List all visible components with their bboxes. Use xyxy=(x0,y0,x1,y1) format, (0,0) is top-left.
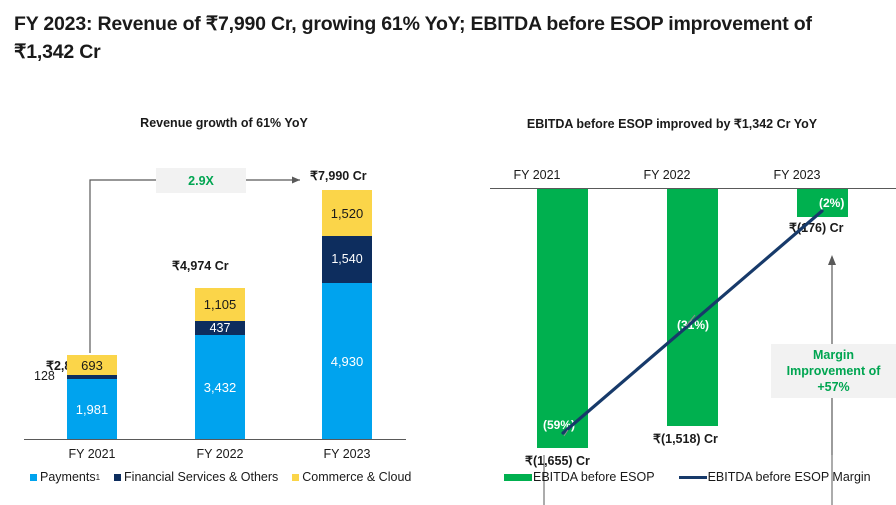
revenue-bar-fy2021-payments: 1,981 xyxy=(67,379,117,439)
revenue-bar-fy2023-financial: 1,540 xyxy=(322,236,372,283)
ebitda-margin-label-fy2021: (59%) xyxy=(543,418,576,432)
revenue-bar-fy2022-commerce: 1,105 xyxy=(195,288,245,321)
ebitda-value-fy2023: ₹(176) Cr xyxy=(789,221,844,235)
ebitda-plot-area: FY 2021 FY 2022 FY 2023 (59%) (31%) (2%)… xyxy=(448,100,896,505)
revenue-bar-fy2021-commerce: 693 xyxy=(67,355,117,375)
revenue-plot-area: 2.9X ₹2,802 Cr ₹4,974 Cr ₹7,990 Cr 128 6… xyxy=(0,100,448,505)
margin-callout-line-3: +57% xyxy=(817,380,850,394)
legend-item-commerce-cloud[interactable]: Commerce & Cloud xyxy=(292,470,411,484)
legend-label-financial-services: Financial Services & Others xyxy=(124,470,279,484)
legend-label-ebitda-before-esop: EBITDA before ESOP xyxy=(533,470,655,484)
revenue-fy2021-financial-outside-label: 128 xyxy=(34,369,55,383)
revenue-bar-fy2023-payments: 4,930 xyxy=(322,283,372,439)
revenue-bar-fy2023-commerce: 1,520 xyxy=(322,190,372,236)
revenue-category-fy2021: FY 2021 xyxy=(68,447,116,461)
revenue-x-axis xyxy=(24,439,406,440)
ebitda-value-fy2021: ₹(1,655) Cr xyxy=(525,454,590,468)
legend-swatch-payments-icon xyxy=(30,473,37,481)
revenue-total-fy2022: ₹4,974 Cr xyxy=(172,259,229,273)
ebitda-chart-heading: EBITDA before ESOP improved by ₹1,342 Cr… xyxy=(526,117,818,131)
legend-swatch-financial-services-icon xyxy=(114,473,122,481)
revenue-bar-fy2022-payments: 3,432 xyxy=(195,335,245,439)
revenue-chart-heading: Revenue growth of 61% YoY xyxy=(140,116,308,130)
ebitda-zero-axis xyxy=(490,188,896,189)
revenue-category-fy2022: FY 2022 xyxy=(196,447,244,461)
ebitda-value-fy2022: ₹(1,518) Cr xyxy=(653,432,718,446)
revenue-category-fy2023: FY 2023 xyxy=(323,447,371,461)
revenue-chart-panel: Revenue growth of 61% YoY 2.9X ₹2,802 Cr… xyxy=(0,100,448,505)
ebitda-margin-label-fy2023: (2%) xyxy=(819,196,845,210)
ebitda-chart-panel: EBITDA before ESOP improved by ₹1,342 Cr… xyxy=(448,100,896,505)
legend-swatch-ebitda-margin-icon xyxy=(678,475,707,479)
ebitda-category-fy2023: FY 2023 xyxy=(773,168,821,182)
legend-swatch-ebitda-icon xyxy=(504,473,532,481)
legend-item-ebitda-before-esop[interactable]: EBITDA before ESOP xyxy=(504,470,655,484)
legend-item-financial-services[interactable]: Financial Services & Others xyxy=(114,470,278,484)
legend-footnote-marker: 1 xyxy=(95,472,101,482)
margin-callout-line-1: Margin xyxy=(813,348,854,362)
legend-label-commerce-cloud: Commerce & Cloud xyxy=(302,470,412,484)
legend-label-ebitda-margin: EBITDA before ESOP Margin xyxy=(707,470,871,484)
margin-improvement-callout: Margin Improvement of +57% xyxy=(771,344,896,398)
legend-item-payments[interactable]: Payments 1 xyxy=(30,470,100,484)
ebitda-category-fy2021: FY 2021 xyxy=(513,168,561,182)
ebitda-margin-label-fy2022: (31%) xyxy=(677,318,710,332)
page-title: FY 2023: Revenue of ₹7,990 Cr, growing 6… xyxy=(14,13,812,63)
margin-callout-line-2: Improvement of xyxy=(786,364,881,378)
ebitda-category-fy2022: FY 2022 xyxy=(643,168,691,182)
growth-multiple-badge: 2.9X xyxy=(156,168,246,193)
ebitda-bar-fy2022 xyxy=(667,189,718,426)
revenue-total-fy2023: ₹7,990 Cr xyxy=(310,169,367,183)
ebitda-legend: EBITDA before ESOP EBITDA before ESOP Ma… xyxy=(504,470,885,484)
legend-label-payments: Payments xyxy=(40,470,96,484)
legend-item-ebitda-margin[interactable]: EBITDA before ESOP Margin xyxy=(678,470,871,484)
revenue-bar-fy2021-financial xyxy=(67,375,117,379)
revenue-legend: Payments 1 Financial Services & Others Co… xyxy=(30,470,425,484)
legend-swatch-commerce-cloud-icon xyxy=(292,473,300,481)
revenue-bar-fy2022-financial: 437 xyxy=(195,321,245,335)
ebitda-bar-fy2021 xyxy=(537,189,588,448)
